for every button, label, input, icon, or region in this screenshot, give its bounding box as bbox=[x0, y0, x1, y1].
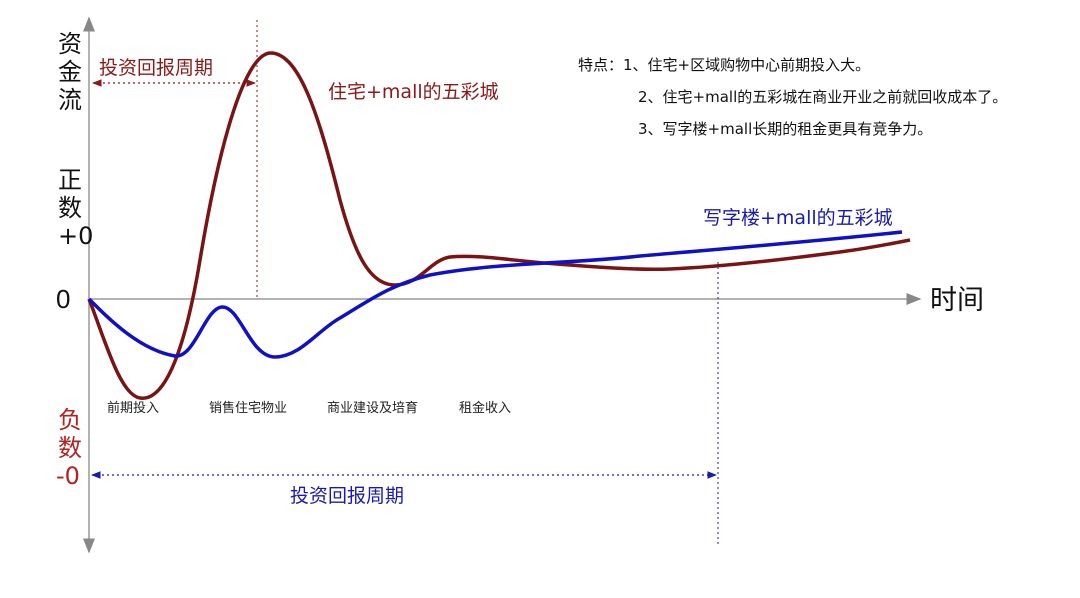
x-axis-label: 时间 bbox=[930, 285, 984, 316]
short-payback-label: 投资回报周期 bbox=[99, 57, 213, 79]
y-axis-label-3: 流 bbox=[58, 86, 82, 114]
y-axis-label-2: 金 bbox=[58, 58, 82, 86]
y-positive-label-2: 数 bbox=[58, 194, 82, 222]
series-residential-mall-label: 住宅+mall的五彩城 bbox=[328, 81, 499, 103]
y-positive-label-1: 正 bbox=[58, 166, 82, 194]
phase-label-4: 租金收入 bbox=[459, 400, 511, 416]
phase-label-2: 销售住宅物业 bbox=[209, 400, 287, 416]
y-negative-label-3: -0 bbox=[56, 462, 80, 490]
y-axis-label-1: 资 bbox=[58, 30, 82, 58]
y-negative-label-1: 负 bbox=[58, 406, 82, 434]
y-negative-label-2: 数 bbox=[58, 434, 82, 462]
note-1: 特点：1、住宅+区域购物中心前期投入大。 bbox=[578, 56, 870, 74]
series-residential-mall-line bbox=[87, 51, 911, 400]
long-payback-label: 投资回报周期 bbox=[290, 485, 404, 507]
zero-label: 0 bbox=[56, 284, 70, 314]
note-2: 2、住宅+mall的五彩城在商业开业之前就回收成本了。 bbox=[638, 88, 1007, 106]
phase-label-1: 前期投入 bbox=[107, 400, 159, 416]
phase-label-3: 商业建设及培育 bbox=[327, 400, 418, 416]
note-3: 3、写字楼+mall长期的租金更具有竞争力。 bbox=[638, 120, 932, 138]
series-office-mall-line bbox=[87, 230, 903, 359]
series-office-mall-label: 写字楼+mall的五彩城 bbox=[703, 207, 893, 229]
y-positive-label-3: +0 bbox=[58, 222, 93, 250]
